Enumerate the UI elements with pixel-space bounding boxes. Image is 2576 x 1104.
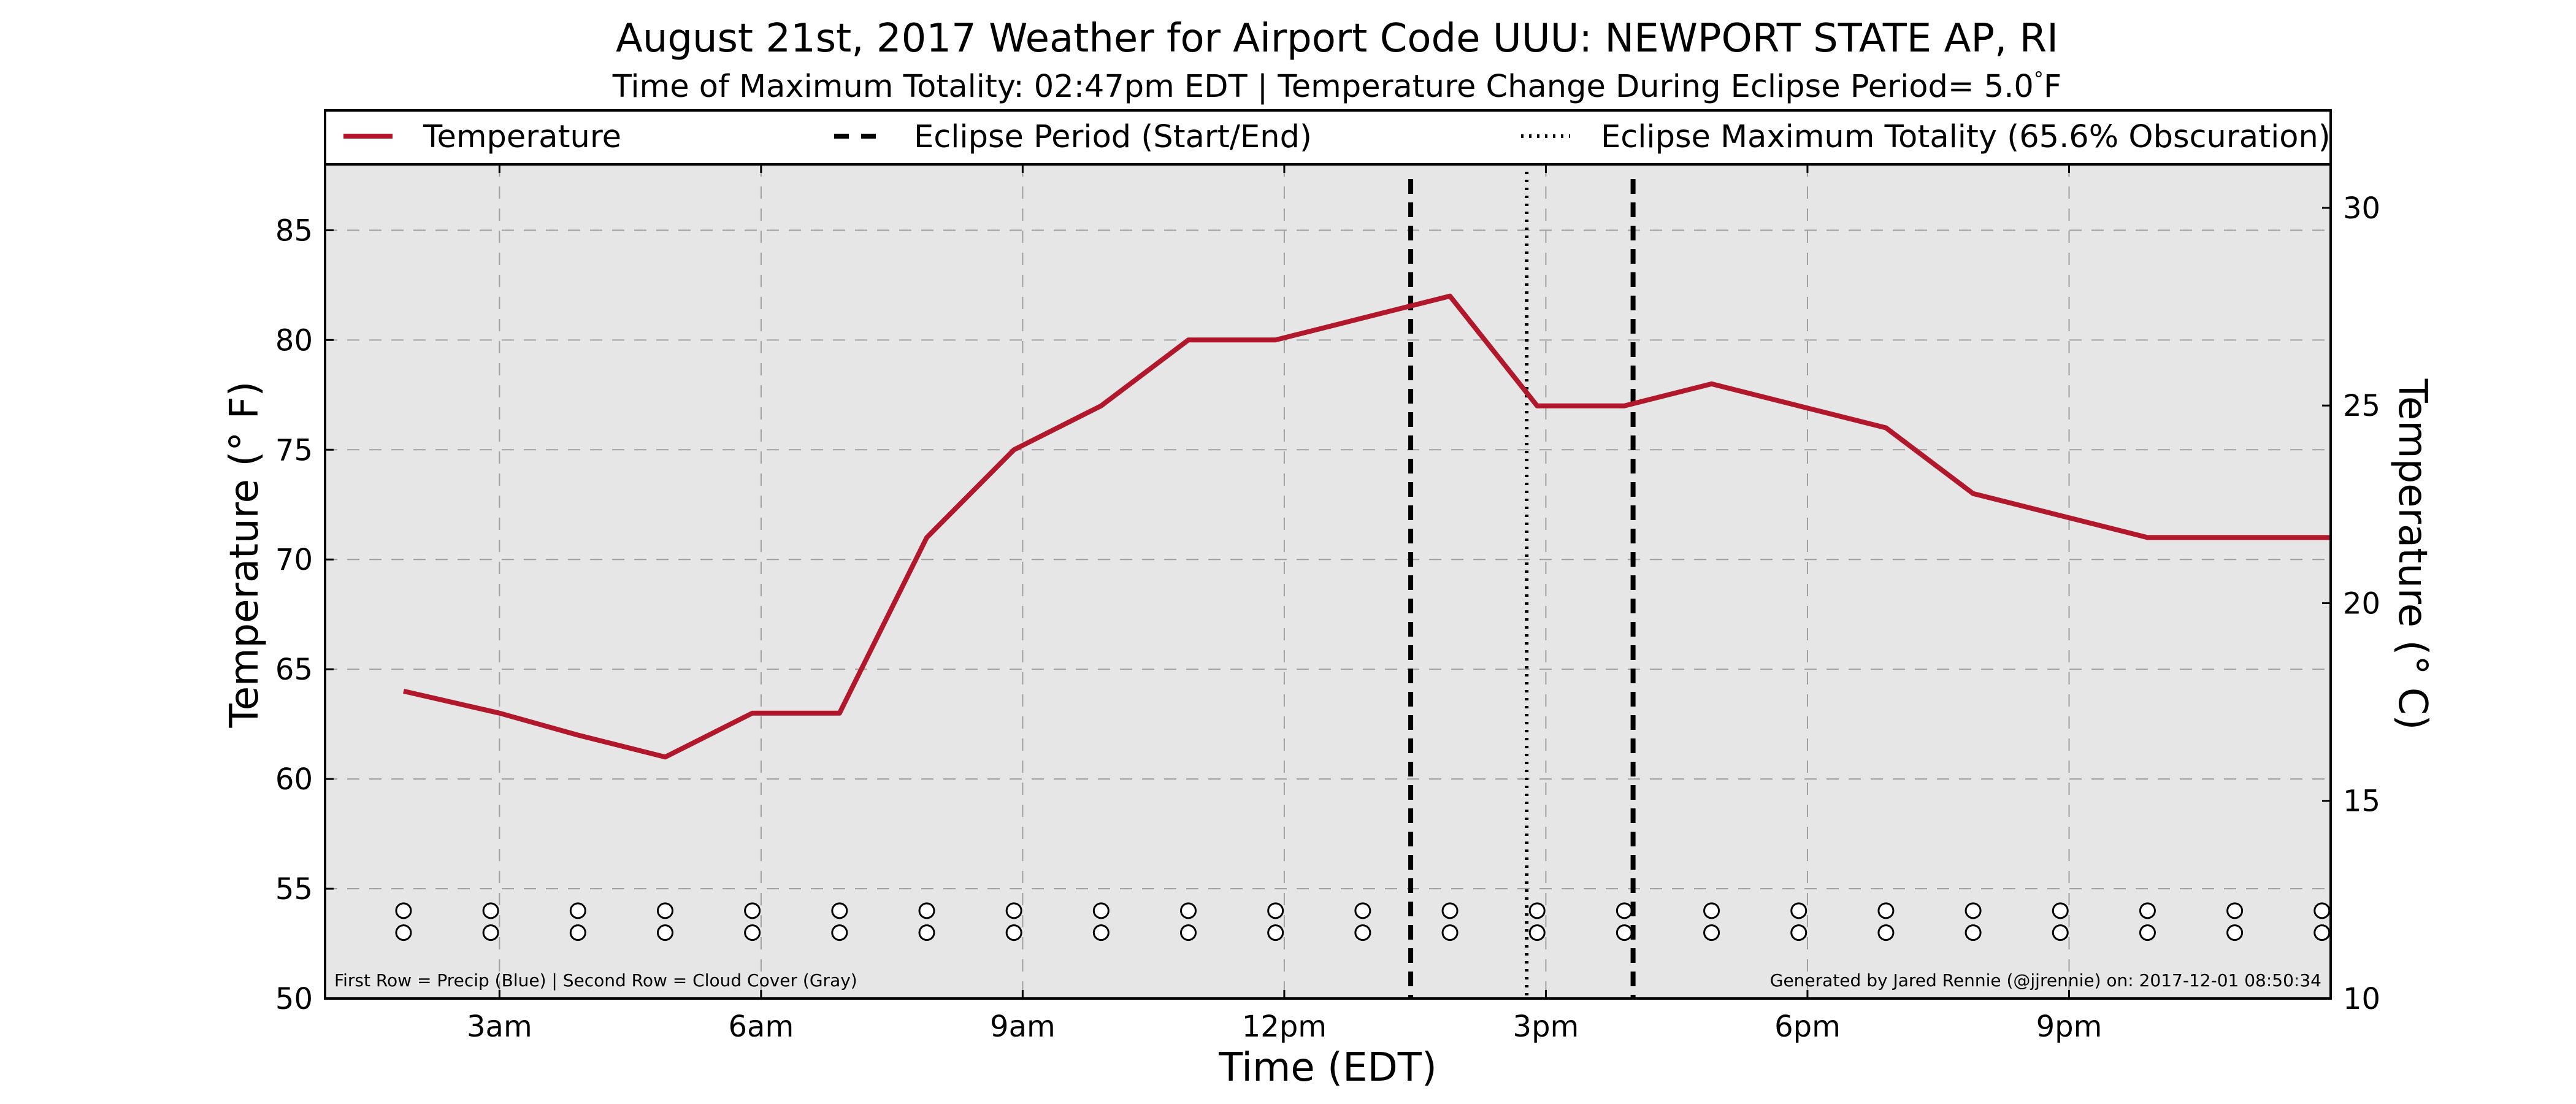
temperature-line [403, 293, 2331, 760]
cloud-cover-marker [1616, 924, 1633, 941]
cloud-cover-marker [395, 924, 412, 941]
x-tick-label: 9am [990, 1010, 1056, 1044]
subtitle-unit: F [2044, 69, 2061, 105]
y-left-tick-label: 50 [275, 982, 313, 1016]
cloud-cover-marker [744, 924, 761, 941]
cloud-cover-marker [656, 924, 673, 941]
y-left-tick-label: 55 [275, 872, 313, 907]
y-left-tick-label: 70 [275, 543, 313, 577]
cloud-cover-marker [482, 924, 499, 941]
precip-marker [744, 902, 761, 919]
footnote-left: First Row = Precip (Blue) | Second Row =… [334, 970, 857, 991]
y-left-tick-label: 75 [275, 433, 313, 467]
precip-marker [1877, 902, 1895, 919]
cloud-cover-marker [2052, 924, 2069, 941]
precip-marker [2139, 902, 2156, 919]
y-left-tick-label: 65 [275, 653, 313, 687]
cloud-cover-marker [1877, 924, 1895, 941]
precip-marker [1354, 902, 1371, 919]
precip-marker [482, 902, 499, 919]
precip-marker [1267, 902, 1284, 919]
x-axis-ticks: 3am 6am 9am 12pm 3pm 6pm 9pm [467, 164, 2102, 1044]
x-tick-label: 6am [729, 1010, 794, 1044]
precip-marker [918, 902, 935, 919]
y-axis-right-ticks: 10 15 20 25 30 [2322, 191, 2380, 1016]
subtitle-degree: ° [2034, 67, 2044, 91]
precip-marker [395, 902, 412, 919]
precip-marker [2052, 902, 2069, 919]
chart-title: August 21st, 2017 Weather for Airport Co… [616, 16, 2058, 61]
cloud-cover-marker [2313, 924, 2331, 941]
precip-marker [1528, 902, 1546, 919]
y-right-tick-label: 30 [2343, 191, 2380, 226]
cloud-cover-marker [1005, 924, 1022, 941]
x-tick-label: 3am [467, 1010, 532, 1044]
x-tick-label: 9pm [2036, 1010, 2103, 1044]
legend-label-eclipse-max: Eclipse Maximum Totality (65.6% Obscurat… [1601, 119, 2331, 155]
y-right-tick-label: 15 [2343, 784, 2380, 819]
precip-marker [1180, 902, 1197, 919]
legend-label-temperature: Temperature [423, 119, 621, 155]
legend-box [324, 109, 2332, 166]
cloud-cover-marker [2226, 924, 2244, 941]
y-left-tick-label: 60 [275, 762, 313, 797]
cloud-cover-marker [1965, 924, 1982, 941]
precip-marker [1092, 902, 1110, 919]
cloud-cover-marker [1354, 924, 1371, 941]
legend-label-eclipse-period: Eclipse Period (Start/End) [914, 119, 1312, 155]
precip-marker [1616, 902, 1633, 919]
plot-area [325, 164, 2331, 999]
cloud-cover-marker [1703, 924, 1720, 941]
y-axis-left-label: Temperature (° F) [222, 381, 267, 729]
y-axis-right-label: Temperature (° C) [2390, 378, 2435, 730]
marker-layer [395, 902, 2331, 941]
cloud-cover-marker [569, 924, 586, 941]
eclipse-lines [1408, 172, 1636, 999]
cloud-cover-marker [1180, 924, 1197, 941]
x-axis-label: Time (EDT) [1218, 1045, 1437, 1091]
cloud-cover-marker [1092, 924, 1110, 941]
grid-layer [325, 164, 2331, 999]
y-left-tick-label: 85 [275, 213, 313, 248]
x-tick-label: 12pm [1242, 1010, 1327, 1044]
precip-marker [1005, 902, 1022, 919]
footnote-right: Generated by Jared Rennie (@jjrennie) on… [1770, 970, 2321, 991]
y-left-tick-label: 80 [275, 323, 313, 358]
chart-subtitle: Time of Maximum Totality: 02:47pm EDT | … [612, 67, 2061, 105]
cloud-cover-marker [1528, 924, 1546, 941]
x-tick-label: 3pm [1513, 1010, 1579, 1044]
y-right-tick-label: 10 [2343, 982, 2380, 1016]
precip-marker [656, 902, 673, 919]
subtitle-text: Time of Maximum Totality: 02:47pm EDT | … [612, 69, 2034, 105]
cloud-cover-marker [918, 924, 935, 941]
cloud-cover-marker [1267, 924, 1284, 941]
precip-marker [569, 902, 586, 919]
precip-marker [2226, 902, 2244, 919]
precip-marker [1441, 902, 1459, 919]
y-axis-left-ticks: 50 55 60 65 70 75 80 85 [275, 213, 334, 1016]
x-tick-label: 6pm [1774, 1010, 1841, 1044]
precip-marker [1703, 902, 1720, 919]
cloud-cover-marker [2139, 924, 2156, 941]
y-right-tick-label: 25 [2343, 389, 2380, 423]
cloud-cover-marker [1441, 924, 1459, 941]
precip-marker [1790, 902, 1807, 919]
precip-marker [2313, 902, 2331, 919]
series-layer [403, 293, 2331, 760]
legend: Temperature Eclipse Period (Start/End) E… [324, 109, 2332, 166]
y-right-tick-label: 20 [2343, 586, 2380, 621]
cloud-cover-marker [1790, 924, 1807, 941]
precip-marker [1965, 902, 1982, 919]
precip-marker [831, 902, 848, 919]
cloud-cover-marker [831, 924, 848, 941]
